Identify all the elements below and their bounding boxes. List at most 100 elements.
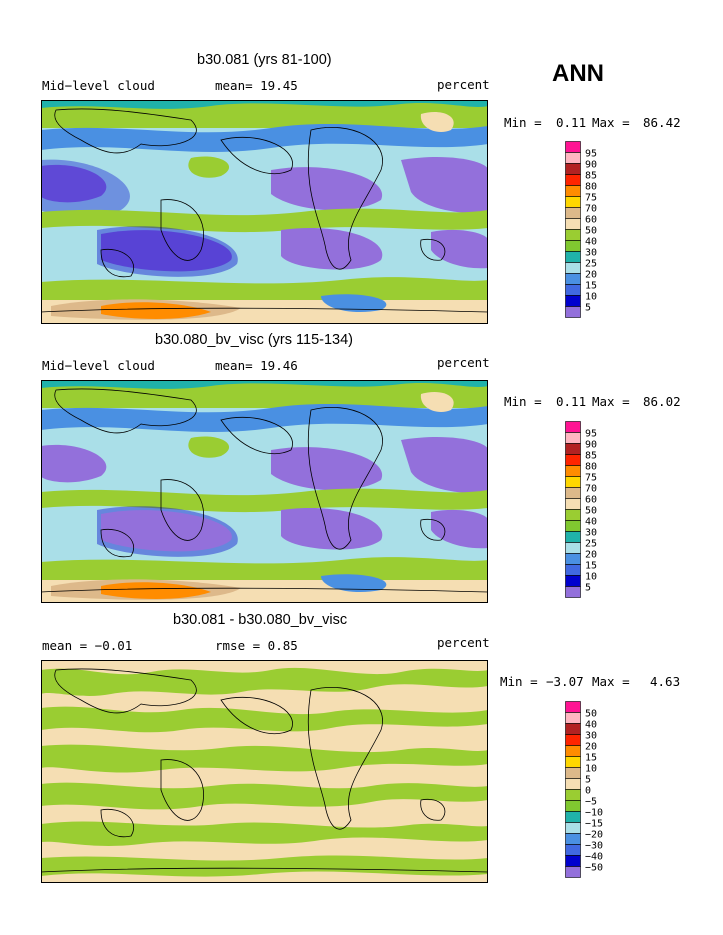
- panel-2-max-label: Max =: [592, 394, 630, 409]
- panel-3-title: b30.081 - b30.080_bv_visc: [173, 612, 348, 628]
- colorbar-label: −50: [585, 863, 603, 874]
- panel-1-mean-label: mean= 19.45: [215, 78, 298, 93]
- colorbar-label: 25: [585, 539, 597, 550]
- panel-2-title: b30.080_bv_visc (yrs 115-134): [155, 332, 354, 348]
- colorbar-swatch: [565, 844, 581, 856]
- colorbar-swatch: [565, 723, 581, 735]
- colorbar-swatch: [565, 553, 581, 565]
- colorbar-swatch: [565, 251, 581, 263]
- colorbar-label: 70: [585, 484, 597, 495]
- colorbar-label: 80: [585, 182, 597, 193]
- colorbar-label: 50: [585, 709, 597, 720]
- colorbar-label: 75: [585, 473, 597, 484]
- colorbar-swatch: [565, 432, 581, 444]
- colorbar-swatch: [565, 745, 581, 757]
- colorbar-swatch: [565, 575, 581, 587]
- colorbar-label: 10: [585, 572, 597, 583]
- colorbar-swatch: [565, 712, 581, 724]
- colorbar-label: 60: [585, 215, 597, 226]
- colorbar-label: 10: [585, 764, 597, 775]
- colorbar-swatch: [565, 196, 581, 208]
- colorbar-label: 95: [585, 149, 597, 160]
- colorbar-swatch: [565, 284, 581, 296]
- colorbar-label: 10: [585, 292, 597, 303]
- colorbar-label: 40: [585, 720, 597, 731]
- colorbar-label: −15: [585, 819, 603, 830]
- colorbar-label: 20: [585, 550, 597, 561]
- colorbar-swatch: [565, 701, 581, 713]
- colorbar-swatch: [565, 487, 581, 499]
- panel-2-max-value: 86.02: [643, 394, 681, 409]
- colorbar-swatch: [565, 767, 581, 779]
- colorbar-swatch: [565, 778, 581, 790]
- colorbar-swatch: [565, 141, 581, 153]
- colorbar-swatch: [565, 262, 581, 274]
- colorbar-label: 30: [585, 248, 597, 259]
- colorbar-swatch: [565, 855, 581, 867]
- panel-3-mean-label: mean = −0.01: [42, 638, 133, 653]
- panel-1-title: b30.081 (yrs 81-100): [197, 52, 332, 68]
- colorbar-label: 20: [585, 270, 597, 281]
- colorbar-label: −40: [585, 852, 603, 863]
- colorbar-swatch: [565, 476, 581, 488]
- coastline: [41, 668, 488, 873]
- colorbar-label: 5: [585, 583, 591, 594]
- panel-1-units-label: percent: [437, 77, 490, 92]
- colorbar-swatch: [565, 152, 581, 164]
- panel-1-max-label: Max =: [592, 115, 630, 130]
- colorbar-label: 15: [585, 561, 597, 572]
- colorbar-swatch: [565, 273, 581, 285]
- colorbar-label: 50: [585, 226, 597, 237]
- panel-3-max-value: 4.63: [650, 674, 681, 689]
- colorbar-swatch: [565, 586, 581, 598]
- colorbar-swatch: [565, 443, 581, 455]
- colorbar-swatch: [565, 531, 581, 543]
- colorbar-swatch: [565, 218, 581, 230]
- colorbar-swatch: [565, 454, 581, 466]
- colorbar-label: 70: [585, 204, 597, 215]
- panel-1-map: [41, 100, 488, 324]
- colorbar-swatch: [565, 520, 581, 532]
- colorbar-label: −5: [585, 797, 597, 808]
- colorbar-label: 85: [585, 171, 597, 182]
- panel-2-mean-label: mean= 19.46: [215, 358, 298, 373]
- colorbar-label: 20: [585, 742, 597, 753]
- colorbar-label: −20: [585, 830, 603, 841]
- colorbar-label: 50: [585, 506, 597, 517]
- colorbar-swatch: [565, 800, 581, 812]
- panel-2-min-label: Min =: [504, 394, 542, 409]
- colorbar-swatch: [565, 163, 581, 175]
- panel-1-variable-label: Mid−level cloud: [42, 78, 155, 93]
- colorbar-swatch: [565, 306, 581, 318]
- colorbar-label: 15: [585, 753, 597, 764]
- colorbar-label: 40: [585, 517, 597, 528]
- colorbar-label: 40: [585, 237, 597, 248]
- colorbar-label: 5: [585, 303, 591, 314]
- panel-1-min-label: Min =: [504, 115, 542, 130]
- colorbar-swatch: [565, 509, 581, 521]
- colorbar-swatch: [565, 295, 581, 307]
- panel-3-min-label: Min =: [500, 674, 538, 689]
- colorbar-label: 95: [585, 429, 597, 440]
- colorbar-swatch: [565, 542, 581, 554]
- colorbar-swatch: [565, 789, 581, 801]
- colorbar-label: 25: [585, 259, 597, 270]
- colorbar-swatch: [565, 207, 581, 219]
- colorbar-swatch: [565, 866, 581, 878]
- colorbar-swatch: [565, 756, 581, 768]
- colorbar-swatch: [565, 240, 581, 252]
- colorbar-label: 60: [585, 495, 597, 506]
- panel-3-map: [41, 660, 488, 883]
- colorbar-swatch: [565, 564, 581, 576]
- colorbar-swatch: [565, 822, 581, 834]
- colorbar-label: −10: [585, 808, 603, 819]
- colorbar-swatch: [565, 734, 581, 746]
- panel-3-min-value: −3.07: [546, 674, 584, 689]
- coastline: [41, 108, 488, 313]
- panel-3-units-label: percent: [437, 635, 490, 650]
- colorbar-swatch: [565, 498, 581, 510]
- colorbar-label: 90: [585, 160, 597, 171]
